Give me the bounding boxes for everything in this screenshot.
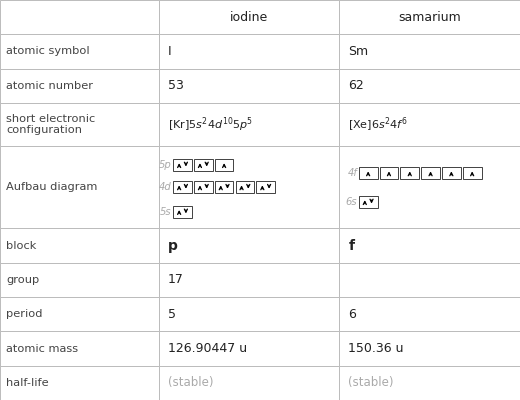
Text: short electronic
configuration: short electronic configuration [6,114,96,135]
Text: 5s: 5s [160,207,172,217]
Text: 53: 53 [168,79,184,92]
Text: 17: 17 [168,274,184,286]
Bar [215,159,233,171]
Bar [215,181,233,193]
Bar [359,167,378,179]
Bar [159,146,339,228]
Bar [339,366,520,400]
Text: atomic number: atomic number [6,81,93,91]
Text: 5p: 5p [159,160,172,170]
Bar [339,228,520,263]
Bar [339,69,520,103]
Text: $\mathregular{[Xe]6}s^24f^6$: $\mathregular{[Xe]6}s^24f^6$ [348,115,408,134]
Text: 4f: 4f [347,168,357,178]
Text: 4d: 4d [159,182,172,192]
Bar [194,159,213,171]
Text: 150.36 u: 150.36 u [348,342,404,355]
Bar [339,0,520,34]
Bar [173,181,192,193]
Text: 126.90447 u: 126.90447 u [168,342,247,355]
Text: I: I [168,45,172,58]
Text: block: block [6,240,36,250]
Text: period: period [6,309,43,319]
Bar [159,34,339,69]
Bar [159,366,339,400]
Text: atomic mass: atomic mass [6,344,79,354]
Text: f: f [348,238,355,252]
Bar [339,331,520,366]
Bar [256,181,275,193]
Bar [0,0,159,34]
Bar [0,34,159,69]
Text: iodine: iodine [230,11,268,24]
Bar [0,69,159,103]
Bar [0,366,159,400]
Bar [159,331,339,366]
Text: 6s: 6s [346,197,357,207]
Bar [339,146,520,228]
Text: Aufbau diagram: Aufbau diagram [6,182,98,192]
Bar [0,297,159,331]
Bar [194,181,213,193]
Bar [0,228,159,263]
Bar [442,167,461,179]
Bar [339,103,520,146]
Text: samarium: samarium [398,11,461,24]
Text: (stable): (stable) [348,376,394,389]
Bar [359,196,378,208]
Text: (stable): (stable) [168,376,214,389]
Text: group: group [6,275,40,285]
Text: 62: 62 [348,79,364,92]
Bar [159,228,339,263]
Bar [380,167,398,179]
Bar [400,167,419,179]
Bar [339,297,520,331]
Text: atomic symbol: atomic symbol [6,46,90,56]
Bar [339,34,520,69]
Bar [159,263,339,297]
Bar [0,103,159,146]
Bar [463,167,482,179]
Text: p: p [168,238,178,252]
Bar [339,263,520,297]
Bar [159,0,339,34]
Text: 5: 5 [168,308,176,321]
Bar [421,167,440,179]
Bar [159,103,339,146]
Text: 6: 6 [348,308,356,321]
Bar [0,263,159,297]
Bar [159,297,339,331]
Bar [159,69,339,103]
Bar [236,181,254,193]
Text: half-life: half-life [6,378,49,388]
Text: $\mathregular{[Kr]5}s^24d^{10}5p^5$: $\mathregular{[Kr]5}s^24d^{10}5p^5$ [168,115,253,134]
Bar [173,159,192,171]
Bar [0,331,159,366]
Bar [173,206,192,218]
Bar [0,146,159,228]
Text: Sm: Sm [348,45,369,58]
